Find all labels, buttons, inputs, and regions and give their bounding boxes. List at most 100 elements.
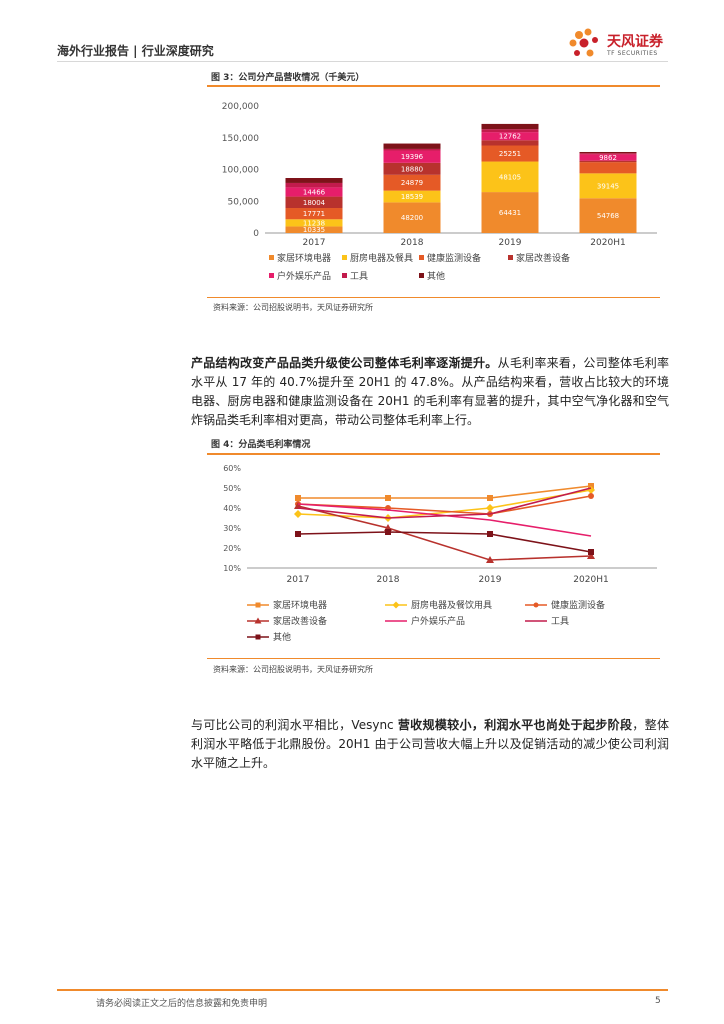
bar-segment [481,129,539,133]
line-marker [294,502,302,509]
legend-swatch [419,273,424,278]
bar-data-label: 25251 [499,150,521,158]
bar-segment [481,132,539,141]
x-tick-label: 2018 [401,238,424,248]
y-tick-label: 20% [223,544,241,553]
paragraph-gross-margin-lead: 产品结构改变产品品类升级使公司整体毛利率逐渐提升。 [191,356,498,370]
x-tick-label: 2019 [479,575,502,585]
legend-label: 健康监测设备 [551,599,605,611]
legend-label: 厨房电器及餐具 [350,252,413,264]
line-marker [533,602,539,608]
bar-segment [383,148,441,151]
bar-data-label: 18539 [401,193,423,201]
brand-logo-icon [569,28,598,57]
legend-label: 家居环境电器 [277,252,331,264]
legend-label: 厨房电器及餐饮用具 [411,599,492,611]
line-marker [588,493,594,499]
paragraph-gross-margin-body: 从毛利率来看，公司整体毛利率水平从 17 年的 40.7%提升至 20H1 的 … [191,356,669,427]
footer-divider [57,989,668,991]
line-series [297,487,592,519]
bar-segment [383,174,441,191]
line-marker [486,556,494,563]
report-category: 海外行业报告 | 行业深度研究 [57,44,214,58]
line-path [297,487,592,519]
line-marker [392,601,400,609]
bar-segment [285,196,343,209]
bar-segment [579,151,637,154]
figure-4-line-chart: 10% 20% 30% 40% 50% 60% 2017 2018 2019 2020H1 家居环境… [223,464,657,643]
y-tick-label: 50,000 [228,197,260,207]
y-tick-label: 50% [223,484,241,493]
footer-disclaimer: 请务必阅读正文之后的信息披露和免责申明 [96,999,268,1009]
bar-segment [481,145,539,162]
bar-data-label: 11238 [303,219,325,227]
line-path [297,531,592,553]
bar-segment [383,190,441,203]
bar-data-label: 24879 [401,179,423,187]
bar-segment [579,162,637,174]
bar-segment [579,154,637,161]
bar-segment [579,153,637,155]
paragraph-profit-post: ，整体利润水平略低于北鼎股份。20H1 由于公司营收大幅上升以及促销活动的减少使… [191,718,669,770]
figure-3-bottom-rule [207,297,660,298]
bar-data-label: 39145 [597,182,619,190]
y-tick-label: 30% [223,524,241,533]
line-marker [487,531,493,537]
y-tick-label: 0 [253,229,259,239]
bar-segment [383,202,441,233]
line-series [295,529,594,555]
line-marker [295,495,301,501]
paragraph-profit-comparison: 与可比公司的利润水平相比，Vesync 营收规模较小，利润水平也尚处于起步阶段，… [191,716,669,773]
line-marker [254,617,262,624]
x-tick-label: 2017 [287,575,310,585]
legend-swatch [269,273,274,278]
legend-swatch [419,255,424,260]
figure-3-title: 图 3：公司分产品营收情况（千美元） [211,73,365,83]
bar-segment [285,182,343,188]
bar-segment [481,140,539,146]
paragraph-profit-pre: 与可比公司的利润水平相比，Vesync [191,718,398,732]
bar-data-label: 48105 [499,173,521,181]
legend-label: 家居改善设备 [516,252,570,264]
legend-label: 工具 [350,271,368,282]
figure-4-bottom-rule [207,658,660,659]
brand-subtitle: TF SECURITIES [607,50,658,57]
y-tick-label: 10% [223,564,241,573]
y-tick-label: 100,000 [222,166,259,176]
bar-data-label: 48200 [401,214,423,222]
line-marker [294,510,302,518]
paragraph-profit-bold: 营收规模较小，利润水平也尚处于起步阶段 [397,718,633,732]
bar-data-label: 17771 [303,210,325,218]
figure-4-source: 资料来源：公司招股说明书，天风证券研究所 [213,665,373,674]
line-series [294,486,595,522]
figure-3-top-rule [207,85,660,87]
bar-segment [285,208,343,220]
bar-segment [383,162,441,175]
line-marker [255,602,261,608]
legend-swatch [269,255,274,260]
page-number: 5 [655,996,661,1006]
legend-label: 工具 [551,616,569,627]
line-marker [385,495,391,501]
x-tick-label: 2020H1 [590,238,625,248]
bar-segment [285,219,343,227]
bar-data-label: 9862 [599,154,617,162]
bar-data-label: 10335 [303,226,325,234]
figure-4-top-rule [207,453,660,455]
figure-3-stacked-bar-chart: 0 50,000 100,000 150,000 200,000 103351123817… [222,102,657,282]
line-series [297,503,592,537]
brand-name: 天风证券 [607,34,663,50]
bar-segment [579,173,637,199]
paragraph-gross-margin: 产品结构改变产品品类升级使公司整体毛利率逐渐提升。从毛利率来看，公司整体毛利率水… [191,354,669,430]
bar-segment [285,178,343,183]
legend-swatch [342,273,347,278]
bar-segment [383,143,441,149]
legend-label: 其他 [273,631,291,643]
bar-data-label: 19396 [401,153,424,161]
line-marker [588,549,594,555]
x-tick-label: 2018 [377,575,400,585]
line-marker [486,504,494,512]
y-tick-label: 60% [223,464,241,473]
x-tick-label: 2019 [499,238,522,248]
line-marker [255,634,261,640]
